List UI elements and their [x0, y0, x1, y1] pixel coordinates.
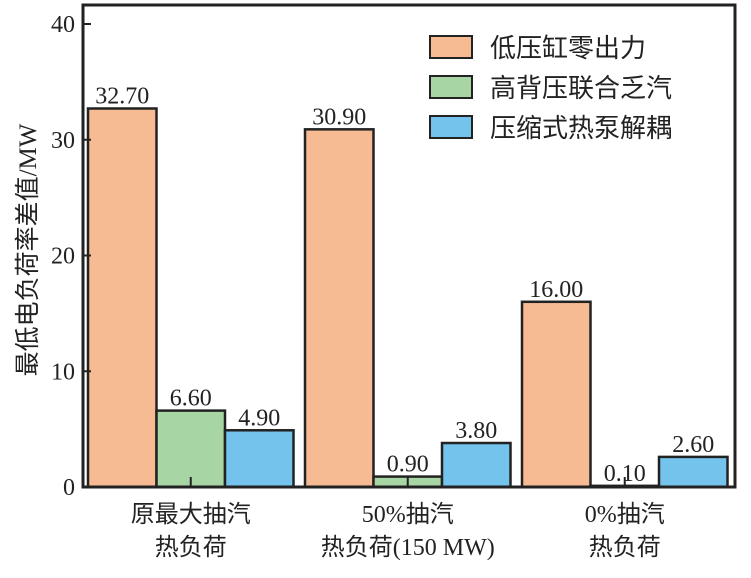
x-tick-label: 50%抽汽 [362, 501, 454, 528]
y-tick-label: 40 [51, 12, 75, 38]
data-label: 16.00 [529, 277, 583, 303]
data-label: 3.80 [455, 418, 497, 444]
data-label: 6.60 [170, 386, 212, 412]
bar [303, 128, 375, 489]
y-axis-label: 最低电负荷率差值/MW [14, 123, 42, 376]
legend-swatch [429, 115, 473, 139]
x-tick-label: 热负荷 [155, 534, 227, 561]
plot-frame [81, 3, 737, 489]
y-tick-label: 10 [51, 359, 75, 385]
legend-label: 低压缸零出力 [490, 34, 646, 63]
bar [520, 300, 592, 489]
x-tick-label: 0%抽汽 [585, 501, 665, 528]
data-label: 4.90 [238, 405, 280, 431]
legend-label: 压缩式热泵解耦 [490, 114, 672, 143]
data-label: 0.90 [387, 452, 429, 478]
data-label: 32.70 [95, 83, 149, 109]
legend-swatch [429, 75, 473, 99]
bar [223, 429, 295, 489]
legend-swatch [429, 35, 473, 59]
x-tick-label: 热负荷 [589, 534, 661, 561]
legend-label: 高背压联合乏汽 [490, 74, 672, 103]
bar [155, 409, 227, 489]
bar [440, 441, 512, 489]
y-tick-label: 0 [63, 475, 75, 501]
data-label: 2.60 [672, 432, 714, 458]
bar [86, 107, 158, 489]
x-tick-label: 热负荷(150 MW) [321, 534, 495, 561]
y-tick-label: 20 [51, 244, 75, 270]
y-tick-label: 30 [51, 128, 75, 154]
x-tick-label: 原最大抽汽 [131, 501, 251, 528]
bar [657, 455, 729, 489]
data-label: 30.90 [312, 104, 366, 130]
